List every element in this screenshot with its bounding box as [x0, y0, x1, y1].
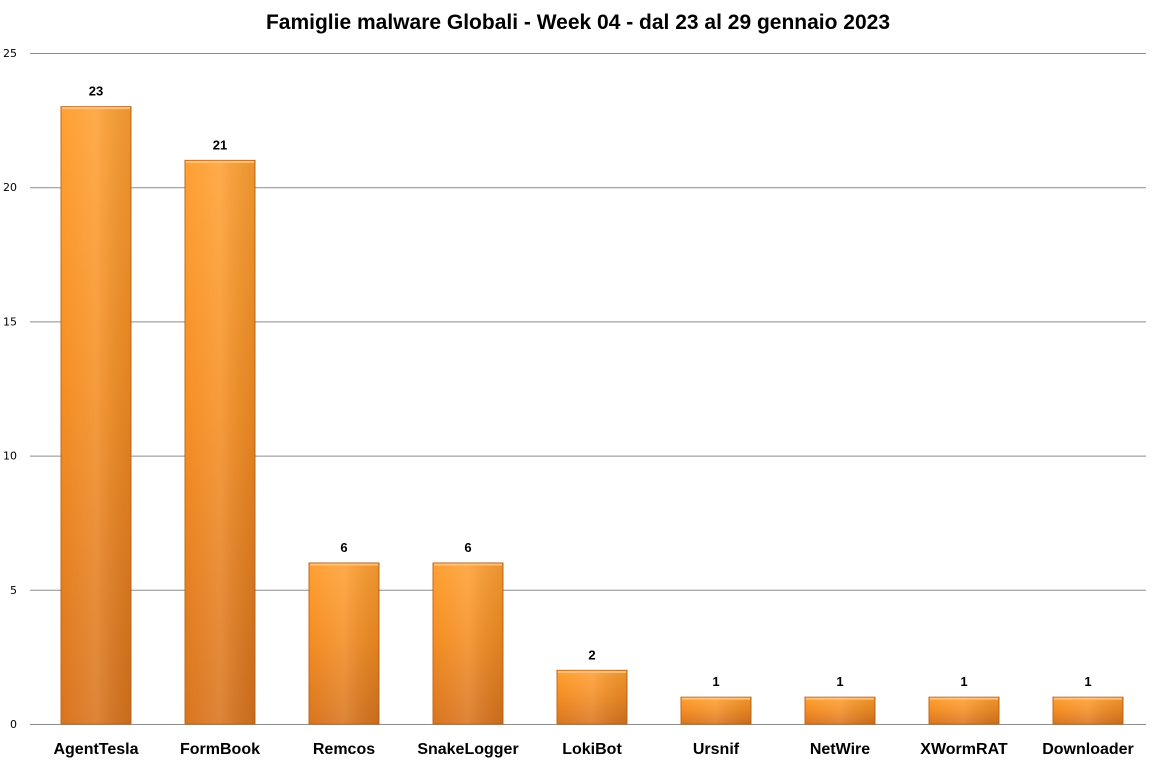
bar-netwire: [804, 696, 876, 725]
x-category-label: NetWire: [810, 741, 870, 758]
bar-formbook: [184, 159, 256, 725]
bar-ursnif: [680, 696, 752, 725]
bars: [60, 106, 1124, 725]
bar-agenttesla: [60, 106, 132, 725]
bar-sheen: [185, 160, 255, 725]
data-label: 1: [1084, 674, 1091, 689]
bar-sheen: [433, 562, 503, 724]
x-category-label: SnakeLogger: [417, 741, 518, 758]
bar-downloader: [1052, 696, 1124, 725]
x-category-label: LokiBot: [562, 741, 622, 758]
data-label: 1: [960, 674, 967, 689]
x-category-label: Ursnif: [693, 741, 740, 758]
y-axis-ticks: 0 5 10 15 20 25: [3, 47, 17, 731]
bar-remcos: [308, 562, 380, 725]
y-tick-label: 20: [3, 181, 17, 194]
data-label: 21: [213, 137, 227, 152]
x-category-label: AgentTesla: [53, 741, 138, 758]
y-tick-label: 25: [3, 47, 17, 60]
data-label: 2: [588, 647, 595, 662]
bar-sheen: [681, 697, 751, 724]
x-category-label: FormBook: [180, 741, 260, 758]
x-axis-categories: AgentTesla FormBook Remcos SnakeLogger LokiB…: [53, 741, 1133, 758]
y-tick-label: 15: [3, 315, 17, 328]
data-label: 1: [836, 674, 843, 689]
data-label: 1: [712, 674, 719, 689]
bar-sheen: [61, 106, 131, 725]
y-tick-label: 10: [3, 450, 17, 463]
bar-sheen: [309, 562, 379, 724]
bar-sheen: [805, 697, 875, 724]
bar-xwormrat: [928, 696, 1000, 725]
bar-sheen: [557, 670, 627, 724]
bar-snakelogger: [432, 562, 504, 725]
x-category-label: Remcos: [313, 741, 375, 758]
y-tick-label: 5: [10, 584, 17, 597]
data-label: 6: [340, 540, 347, 555]
x-category-label: Downloader: [1042, 741, 1134, 758]
data-label: 23: [89, 84, 103, 99]
chart-title: Famiglie malware Globali - Week 04 - dal…: [266, 11, 890, 34]
bar-sheen: [929, 697, 999, 724]
data-label: 6: [464, 540, 471, 555]
y-tick-label: 0: [10, 718, 17, 731]
bar-sheen: [1053, 697, 1123, 724]
x-category-label: XWormRAT: [920, 741, 1008, 758]
bar-lokibot: [556, 669, 628, 725]
